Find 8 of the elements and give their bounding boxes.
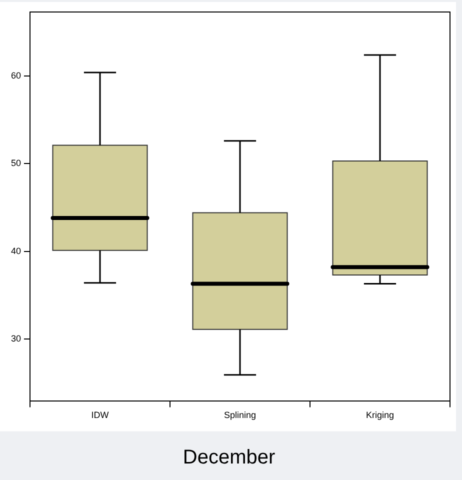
x-tick-label: Splining (224, 410, 256, 420)
x-tick-label: IDW (91, 410, 110, 420)
y-tick-label: 50 (10, 158, 22, 168)
text: December (182, 446, 276, 469)
y-tick-label: 40 (10, 246, 22, 256)
x-tick-label: Kriging (366, 410, 394, 420)
y-tick-label: 30 (10, 333, 22, 344)
y-tick-label: 60 (10, 70, 22, 80)
